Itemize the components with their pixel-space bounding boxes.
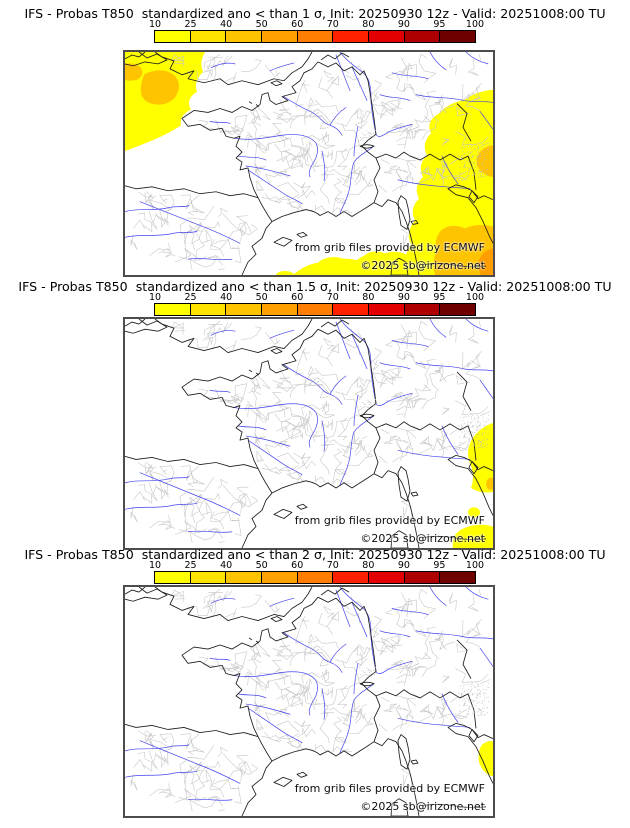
map-graphic: [125, 52, 493, 275]
colorbar-tick-label: 80: [362, 19, 375, 30]
colorbar-tick-label: 100: [465, 560, 485, 571]
colorbar-tick-labels: 10 25 40 50 60 70 80 90 95 100: [149, 292, 484, 303]
colorbar-tick-label: 10: [148, 292, 162, 303]
colorbar-segment: [190, 31, 226, 42]
colorbar-tick-label: 70: [326, 560, 339, 571]
panel-title: IFS - Probas T850 standardized ano < tha…: [24, 547, 606, 562]
probability-colorbar: [154, 303, 476, 316]
probability-map: from grib files provided by ECMWF ©2025 …: [123, 585, 495, 818]
data-source-credit: from grib files provided by ECMWF: [294, 241, 485, 254]
colorbar-segment: [190, 304, 226, 315]
copyright-credit: ©2025 sb@irizone.net: [360, 259, 485, 272]
probability-overlay: [452, 422, 493, 548]
colorbar-segment: [226, 572, 262, 583]
colorbar-tick-label: 50: [255, 560, 268, 571]
map-graphic: [125, 319, 493, 548]
colorbar-tick-label: 60: [291, 560, 304, 571]
colorbar-tick-label: 40: [220, 19, 233, 30]
probability-overlay: [125, 52, 493, 275]
probability-map: from grib files provided by ECMWF ©2025 …: [123, 317, 495, 550]
forecast-panel-1.5sigma: IFS - Probas T850 standardized ano < tha…: [0, 279, 630, 551]
colorbar-tick-label: 70: [326, 292, 339, 303]
colorbar-tick-label: 70: [326, 19, 339, 30]
colorbar-tick-labels: 10 25 40 50 60 70 80 90 95 100: [149, 19, 484, 30]
forecast-panel-2sigma: IFS - Probas T850 standardized ano < tha…: [0, 547, 630, 819]
colorbar-tick-label: 40: [220, 560, 233, 571]
colorbar-tick-label: 80: [362, 292, 375, 303]
colorbar-segment: [404, 31, 440, 42]
colorbar-segment: [262, 572, 297, 583]
probability-map: from grib files provided by ECMWF ©2025 …: [123, 50, 495, 277]
forecast-panel-1sigma: IFS - Probas T850 standardized ano < tha…: [0, 6, 630, 278]
copyright-credit: ©2025 sb@irizone.net: [360, 800, 485, 813]
colorbar-segment: [440, 304, 476, 315]
colorbar-segment: [262, 31, 297, 42]
colorbar-tick-label: 10: [148, 19, 162, 30]
colorbar-tick-label: 25: [184, 19, 197, 30]
colorbar-tick-label: 90: [397, 19, 410, 30]
colorbar-tick-label: 95: [433, 292, 446, 303]
colorbar-tick-label: 50: [255, 19, 268, 30]
colorbar-segment: [404, 304, 440, 315]
colorbar-segment: [190, 572, 226, 583]
data-source-credit: from grib files provided by ECMWF: [294, 782, 485, 795]
colorbar-segment: [440, 572, 476, 583]
probability-colorbar: [154, 30, 476, 43]
panel-title: IFS - Probas T850 standardized ano < tha…: [18, 279, 612, 294]
colorbar-segment: [262, 304, 297, 315]
data-source-credit: from grib files provided by ECMWF: [294, 514, 485, 527]
colorbar-segment: [155, 304, 190, 315]
colorbar-tick-label: 50: [255, 292, 268, 303]
colorbar-segment: [440, 31, 476, 42]
colorbar-tick-label: 80: [362, 560, 375, 571]
colorbar-segment: [404, 572, 440, 583]
colorbar-segment: [333, 31, 369, 42]
colorbar-tick-label: 60: [291, 19, 304, 30]
map-graphic: [125, 587, 493, 816]
colorbar-segment: [369, 572, 404, 583]
colorbar-tick-label: 25: [184, 560, 197, 571]
colorbar-tick-label: 95: [433, 560, 446, 571]
panel-title: IFS - Probas T850 standardized ano < tha…: [24, 6, 606, 21]
colorbar-tick-label: 90: [397, 292, 410, 303]
colorbar-segment: [155, 572, 190, 583]
colorbar-tick-labels: 10 25 40 50 60 70 80 90 95 100: [149, 560, 484, 571]
colorbar-tick-label: 25: [184, 292, 197, 303]
colorbar-tick-label: 40: [220, 292, 233, 303]
colorbar-tick-label: 60: [291, 292, 304, 303]
colorbar-tick-label: 100: [465, 19, 485, 30]
colorbar-segment: [369, 31, 404, 42]
colorbar-tick-label: 90: [397, 560, 410, 571]
copyright-credit: ©2025 sb@irizone.net: [360, 532, 485, 545]
colorbar-segment: [297, 31, 333, 42]
colorbar-tick-label: 100: [465, 292, 485, 303]
colorbar-segment: [155, 31, 190, 42]
colorbar-segment: [297, 304, 333, 315]
colorbar-segment: [226, 31, 262, 42]
colorbar-tick-label: 95: [433, 19, 446, 30]
colorbar-segment: [297, 572, 333, 583]
probability-overlay: [478, 741, 493, 777]
colorbar-tick-label: 10: [148, 560, 162, 571]
colorbar-segment: [333, 572, 369, 583]
colorbar-segment: [333, 304, 369, 315]
colorbar-segment: [369, 304, 404, 315]
colorbar-segment: [226, 304, 262, 315]
probability-colorbar: [154, 571, 476, 584]
